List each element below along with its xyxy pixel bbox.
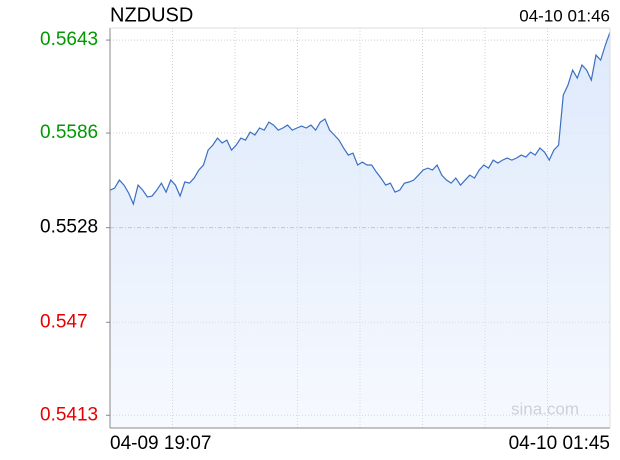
y-tick-label: 0.5528 [40,217,98,238]
x-tick-label: 04-10 01:45 [509,433,610,454]
chart-title: NZDUSD [110,4,193,26]
y-tick-label: 0.5586 [40,122,98,143]
x-tick-label: 04-09 19:07 [110,433,211,454]
area [110,32,610,428]
line [109,31,611,206]
y-tick-label: 0.547 [40,311,88,332]
y-tick-label: 0.5643 [40,29,98,50]
timestamp: 04-10 01:46 [519,6,610,25]
y-tick-label: 0.5413 [40,404,98,425]
